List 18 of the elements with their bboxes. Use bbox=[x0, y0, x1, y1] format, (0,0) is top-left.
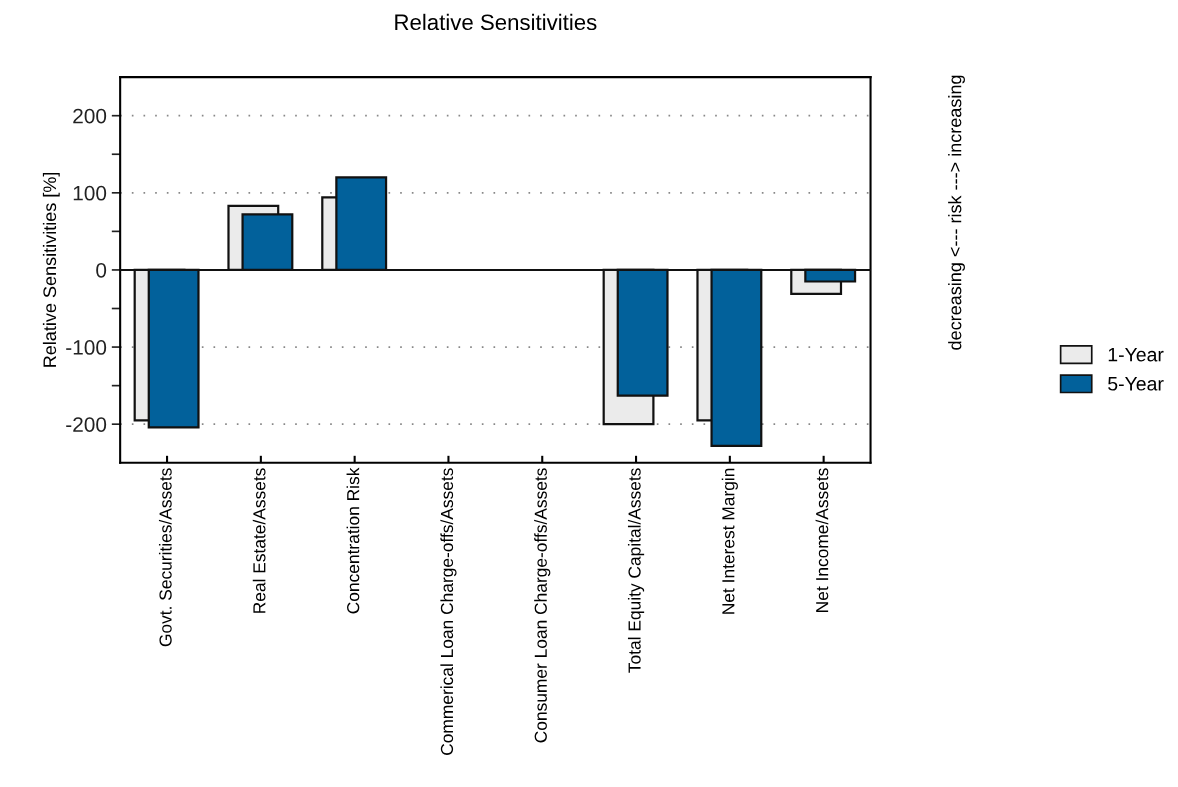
y-tick-label: 200 bbox=[73, 108, 107, 124]
legend-label: 1-Year bbox=[1108, 347, 1164, 362]
x-tick-label: Net Interest Margin bbox=[721, 468, 738, 614]
x-tick-label: Real Estate/Assets bbox=[252, 468, 266, 613]
y-tick-label: -200 bbox=[66, 417, 107, 432]
x-tick-label: Concentration Risk bbox=[346, 467, 360, 614]
x-tick-label: Consumer Loan Charge-offs/Assets bbox=[534, 468, 551, 743]
x-tick-label: Net Income/Assets bbox=[815, 468, 829, 612]
legend-label: 5-Year bbox=[1108, 377, 1164, 391]
y-tick-label: -100 bbox=[66, 340, 107, 355]
chart-title: Relative Sensitivities bbox=[395, 13, 597, 31]
y-tick-label: 100 bbox=[73, 185, 107, 201]
y-tick-label: 0 bbox=[96, 262, 107, 278]
x-tick-label: Total Equity Capital/Assets bbox=[627, 468, 645, 673]
x-tick-label: Govt. Securities/Assets bbox=[158, 468, 172, 647]
text: decreasing <--- risk ---> increasing bbox=[948, 75, 965, 350]
x-tick-label: Commerical Loan Charge-offs/Assets bbox=[440, 468, 457, 755]
y-axis-title: Relative Sensitivities [%] bbox=[42, 172, 60, 367]
